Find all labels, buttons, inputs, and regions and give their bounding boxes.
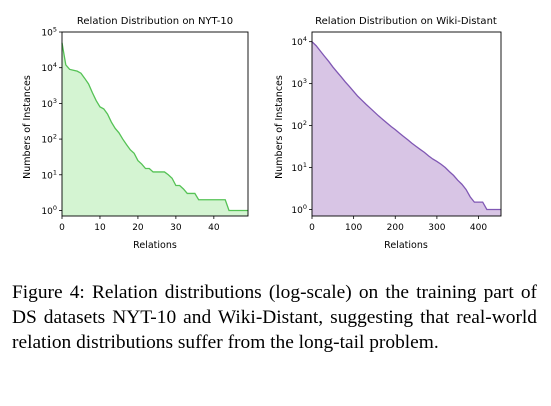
x-tick-label: 200 (387, 223, 404, 233)
x-axis-label: Relations (384, 240, 428, 251)
x-tick-label: 30 (170, 223, 182, 233)
x-tick-label: 400 (470, 223, 487, 233)
figure-charts: Relation Distribution on NYT-10 Numbers … (22, 16, 502, 251)
y-tick-label: 104 (291, 35, 307, 48)
x-tick-label: 0 (59, 223, 65, 233)
y-tick-label: 104 (41, 61, 57, 74)
y-tick-label: 102 (291, 119, 307, 132)
y-tick-label: 101 (41, 168, 57, 181)
y-tick-exponent: 2 (53, 133, 57, 141)
x-tick-label: 300 (428, 223, 445, 233)
y-tick-label: 103 (41, 97, 57, 110)
y-tick-label: 100 (291, 203, 307, 216)
y-tick-exponent: 5 (53, 26, 57, 34)
chart-nyt10: Relation Distribution on NYT-10 Numbers … (22, 16, 249, 251)
y-tick-exponent: 3 (53, 97, 57, 105)
plot-frame (311, 31, 502, 217)
y-tick-label: 103 (291, 77, 307, 90)
x-tick-label: 20 (132, 223, 144, 233)
y-tick-label: 102 (41, 133, 57, 146)
x-tick-label: 40 (208, 223, 220, 233)
plot-frame (61, 31, 249, 217)
series-area (312, 41, 501, 217)
y-tick-label: 101 (291, 161, 307, 174)
y-tick-exponent: 4 (53, 61, 57, 69)
x-tick-label: 100 (345, 223, 362, 233)
y-tick-exponent: 4 (303, 35, 307, 43)
y-tick-exponent: 2 (303, 119, 307, 127)
series-line (61, 42, 248, 212)
series-area (62, 42, 248, 216)
y-axis-label: Numbers of Instances (274, 75, 285, 179)
series-line (311, 41, 501, 211)
y-tick-exponent: 0 (53, 204, 57, 212)
figure-caption: Figure 4: Relation distributions (log-sc… (12, 282, 537, 353)
chart-title: Relation Distribution on Wiki-Distant (315, 16, 497, 27)
y-tick-exponent: 1 (53, 168, 57, 176)
chart-wiki-distant: Relation Distribution on Wiki-Distant Nu… (274, 16, 502, 251)
y-tick-exponent: 1 (303, 161, 307, 169)
x-tick-label: 0 (309, 223, 315, 233)
y-tick-exponent: 0 (303, 203, 307, 211)
chart-title: Relation Distribution on NYT-10 (77, 16, 233, 27)
y-axis-label: Numbers of Instances (22, 75, 33, 179)
y-tick-label: 105 (41, 26, 57, 39)
y-tick-exponent: 3 (303, 77, 307, 85)
x-axis-label: Relations (133, 240, 177, 251)
x-tick-label: 10 (94, 223, 106, 233)
y-tick-label: 100 (41, 204, 57, 217)
